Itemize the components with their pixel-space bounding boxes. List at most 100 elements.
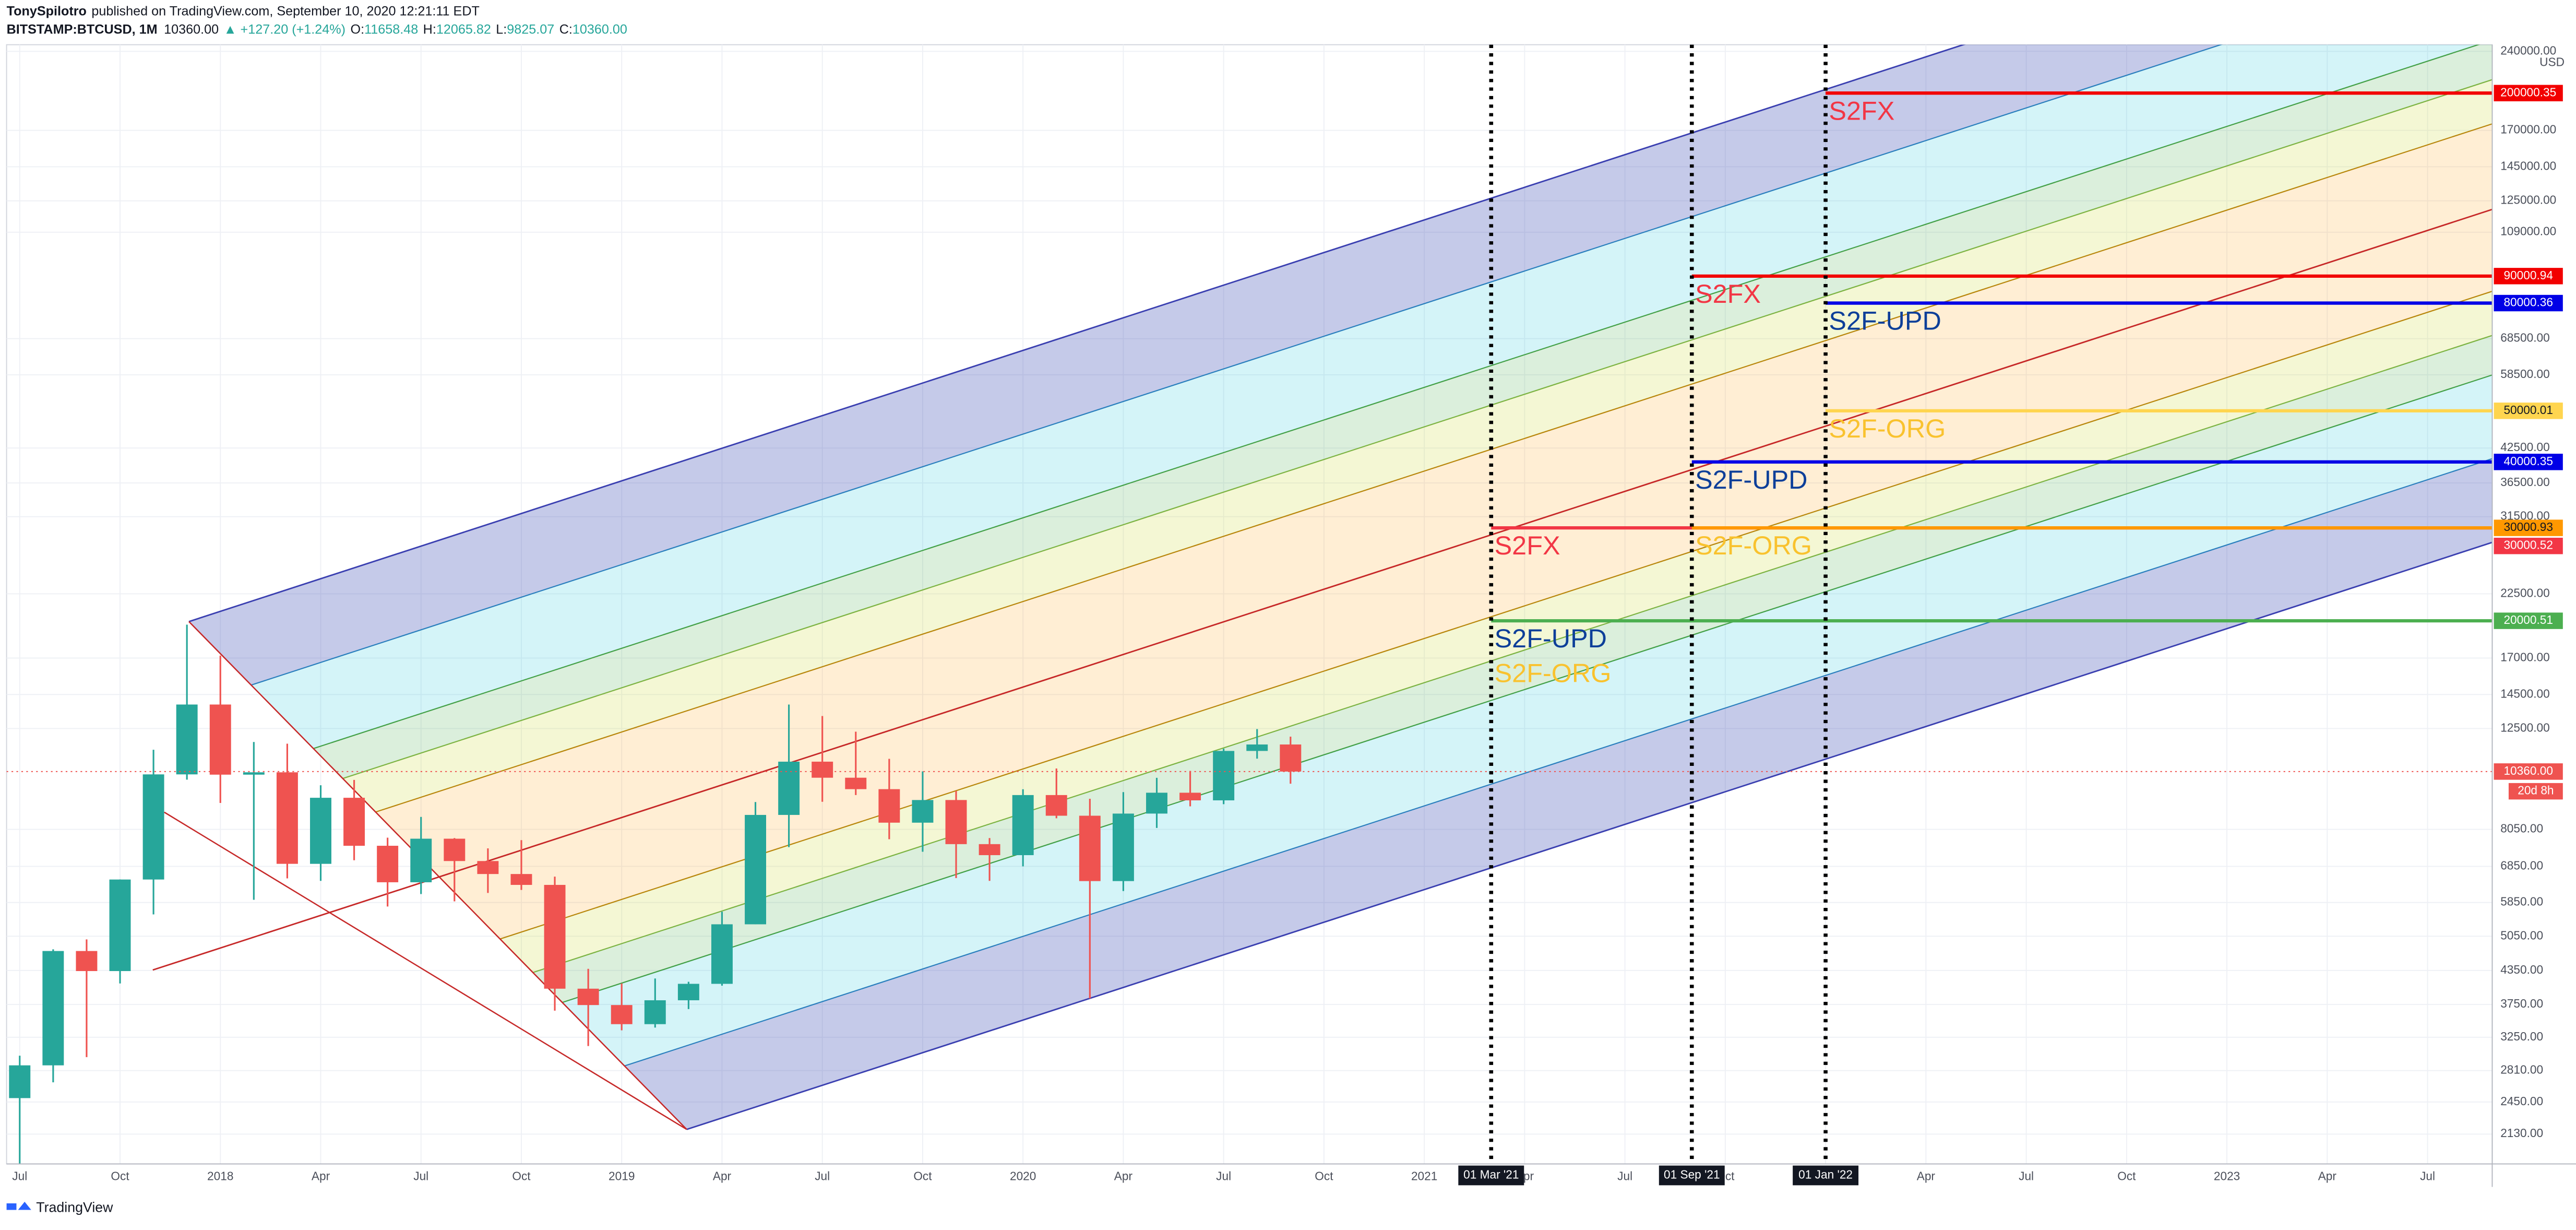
x-tick-label: Jul [2019,1169,2034,1183]
y-tick-label: 2810.00 [2500,1063,2543,1077]
symbol-line: BITSTAMP:BTCUSD, 1M 10360.00 ▲ +127.20 (+1… [7,22,627,37]
level-axis-badge [2494,612,2563,629]
candle-body [1112,813,1134,881]
x-tick-label: Jul [1216,1169,1231,1183]
ohlc-label: H: [423,22,436,37]
level-axis-label: 30000.93 [2503,520,2553,534]
logo-part [18,1201,31,1210]
date-marker-label: 01 Mar '21 [1463,1167,1519,1181]
y-tick-label: 6850.00 [2500,858,2543,872]
y-tick-label: 58500.00 [2500,367,2550,381]
y-tick-label: 22500.00 [2500,586,2550,599]
candle-body [343,798,365,846]
candle-body [109,879,131,972]
candle-body [510,874,532,885]
candle-body [1012,795,1034,855]
y-tick-label: 5050.00 [2500,928,2543,942]
candle-body [912,800,934,823]
date-markers [1489,44,1828,1164]
candle-body [677,984,699,1000]
author: TonySpilotro [7,4,87,18]
x-tick-label: Apr [1114,1169,1133,1183]
fork-line [188,44,1966,622]
y-tick-label: 2450.00 [2500,1094,2543,1108]
level-axis-badge [2494,537,2563,554]
level-name: S2FX [1829,96,1894,125]
footer-brand: TradingView [36,1199,113,1215]
ohlc-value: 11658.48 [364,22,418,37]
candle-body [711,924,733,984]
countdown-label: 20d 8h [2518,784,2554,797]
date-marker-label: 01 Jan '22 [1798,1167,1853,1181]
date-marker-badge [1793,1165,1859,1186]
candle-body [377,846,399,882]
candle-body [778,761,800,815]
level-axis-badge [2494,403,2563,419]
fork-line [152,208,2492,971]
level-axis-label: 200000.35 [2500,85,2556,99]
level-name: S2F-ORG [1495,658,1612,688]
fork-band [189,44,2221,685]
y-tick-label: 109000.00 [2500,224,2556,238]
x-tick-label: 2020 [1010,1169,1036,1183]
level-axis-badge [2494,85,2563,102]
candle-body [42,951,64,1066]
level-axis-label: 80000.36 [2503,295,2553,309]
y-tick-label: 17000.00 [2500,650,2550,664]
candle-body [1246,744,1268,751]
level-axis-label: 40000.35 [2503,454,2553,468]
last-price-badge [2494,763,2563,780]
x-tick-label: Jul [413,1169,428,1183]
candle-body [444,838,466,861]
change: ▲ +127.20 (+1.24%) [224,22,345,37]
fork-line [342,79,2492,779]
header-line: TonySpilotro published on TradingView.com… [7,4,480,18]
countdown-badge [2508,783,2563,800]
ohlc-label: L: [496,22,507,37]
level-axis-label: 90000.94 [2503,268,2553,282]
logo-part [6,1203,17,1210]
x-tick-label: Oct [111,1169,129,1183]
x-tick-label: Jul [815,1169,830,1183]
fork-line [251,44,2223,686]
x-tick-label: 2018 [207,1169,233,1183]
x-tick-label: Apr [1917,1169,1936,1183]
candle-body [1146,793,1167,814]
x-tick-label: Oct [1315,1169,1333,1183]
fork-band [624,458,2492,1130]
fork-pivot-line [164,811,687,1130]
fork-band [375,124,2492,876]
candle-body [76,951,98,972]
level-axis-badge [2494,519,2563,536]
last-price-label: 10360.00 [2503,764,2553,777]
date-marker-label: 01 Sep '21 [1664,1167,1720,1181]
candle-body [1280,744,1302,772]
y-tick-label: 12500.00 [2500,720,2550,734]
candle-body [1179,793,1201,801]
y-tick-label: 125000.00 [2500,193,2556,207]
candle-body [745,814,767,925]
price: 10360.00 [164,22,219,37]
x-tick-label: Jul [1617,1169,1632,1183]
level-name: S2FX [1695,279,1761,309]
candle-body [9,1065,31,1098]
candle-body [310,798,331,864]
y-tick-label: 3750.00 [2500,997,2543,1010]
candle-body [1213,751,1235,801]
candle-body [477,861,499,874]
x-tick-label: Apr [312,1169,330,1183]
x-tick-label: Apr [2318,1169,2337,1183]
candle-body [544,884,566,989]
ohlc-value: 10360.00 [573,22,627,37]
x-tick-label: Oct [512,1169,531,1183]
footer-logo [6,1201,31,1210]
y-tick-label: 145000.00 [2500,159,2556,172]
level-axis-badge [2494,294,2563,312]
y-tick-label: 170000.00 [2500,123,2556,136]
published: published on TradingView.com, September … [91,4,480,18]
x-tick-label: Oct [2117,1169,2136,1183]
fork-band [342,79,2492,812]
fork-line [686,541,2492,1130]
level-name: S2F-UPD [1495,623,1607,653]
